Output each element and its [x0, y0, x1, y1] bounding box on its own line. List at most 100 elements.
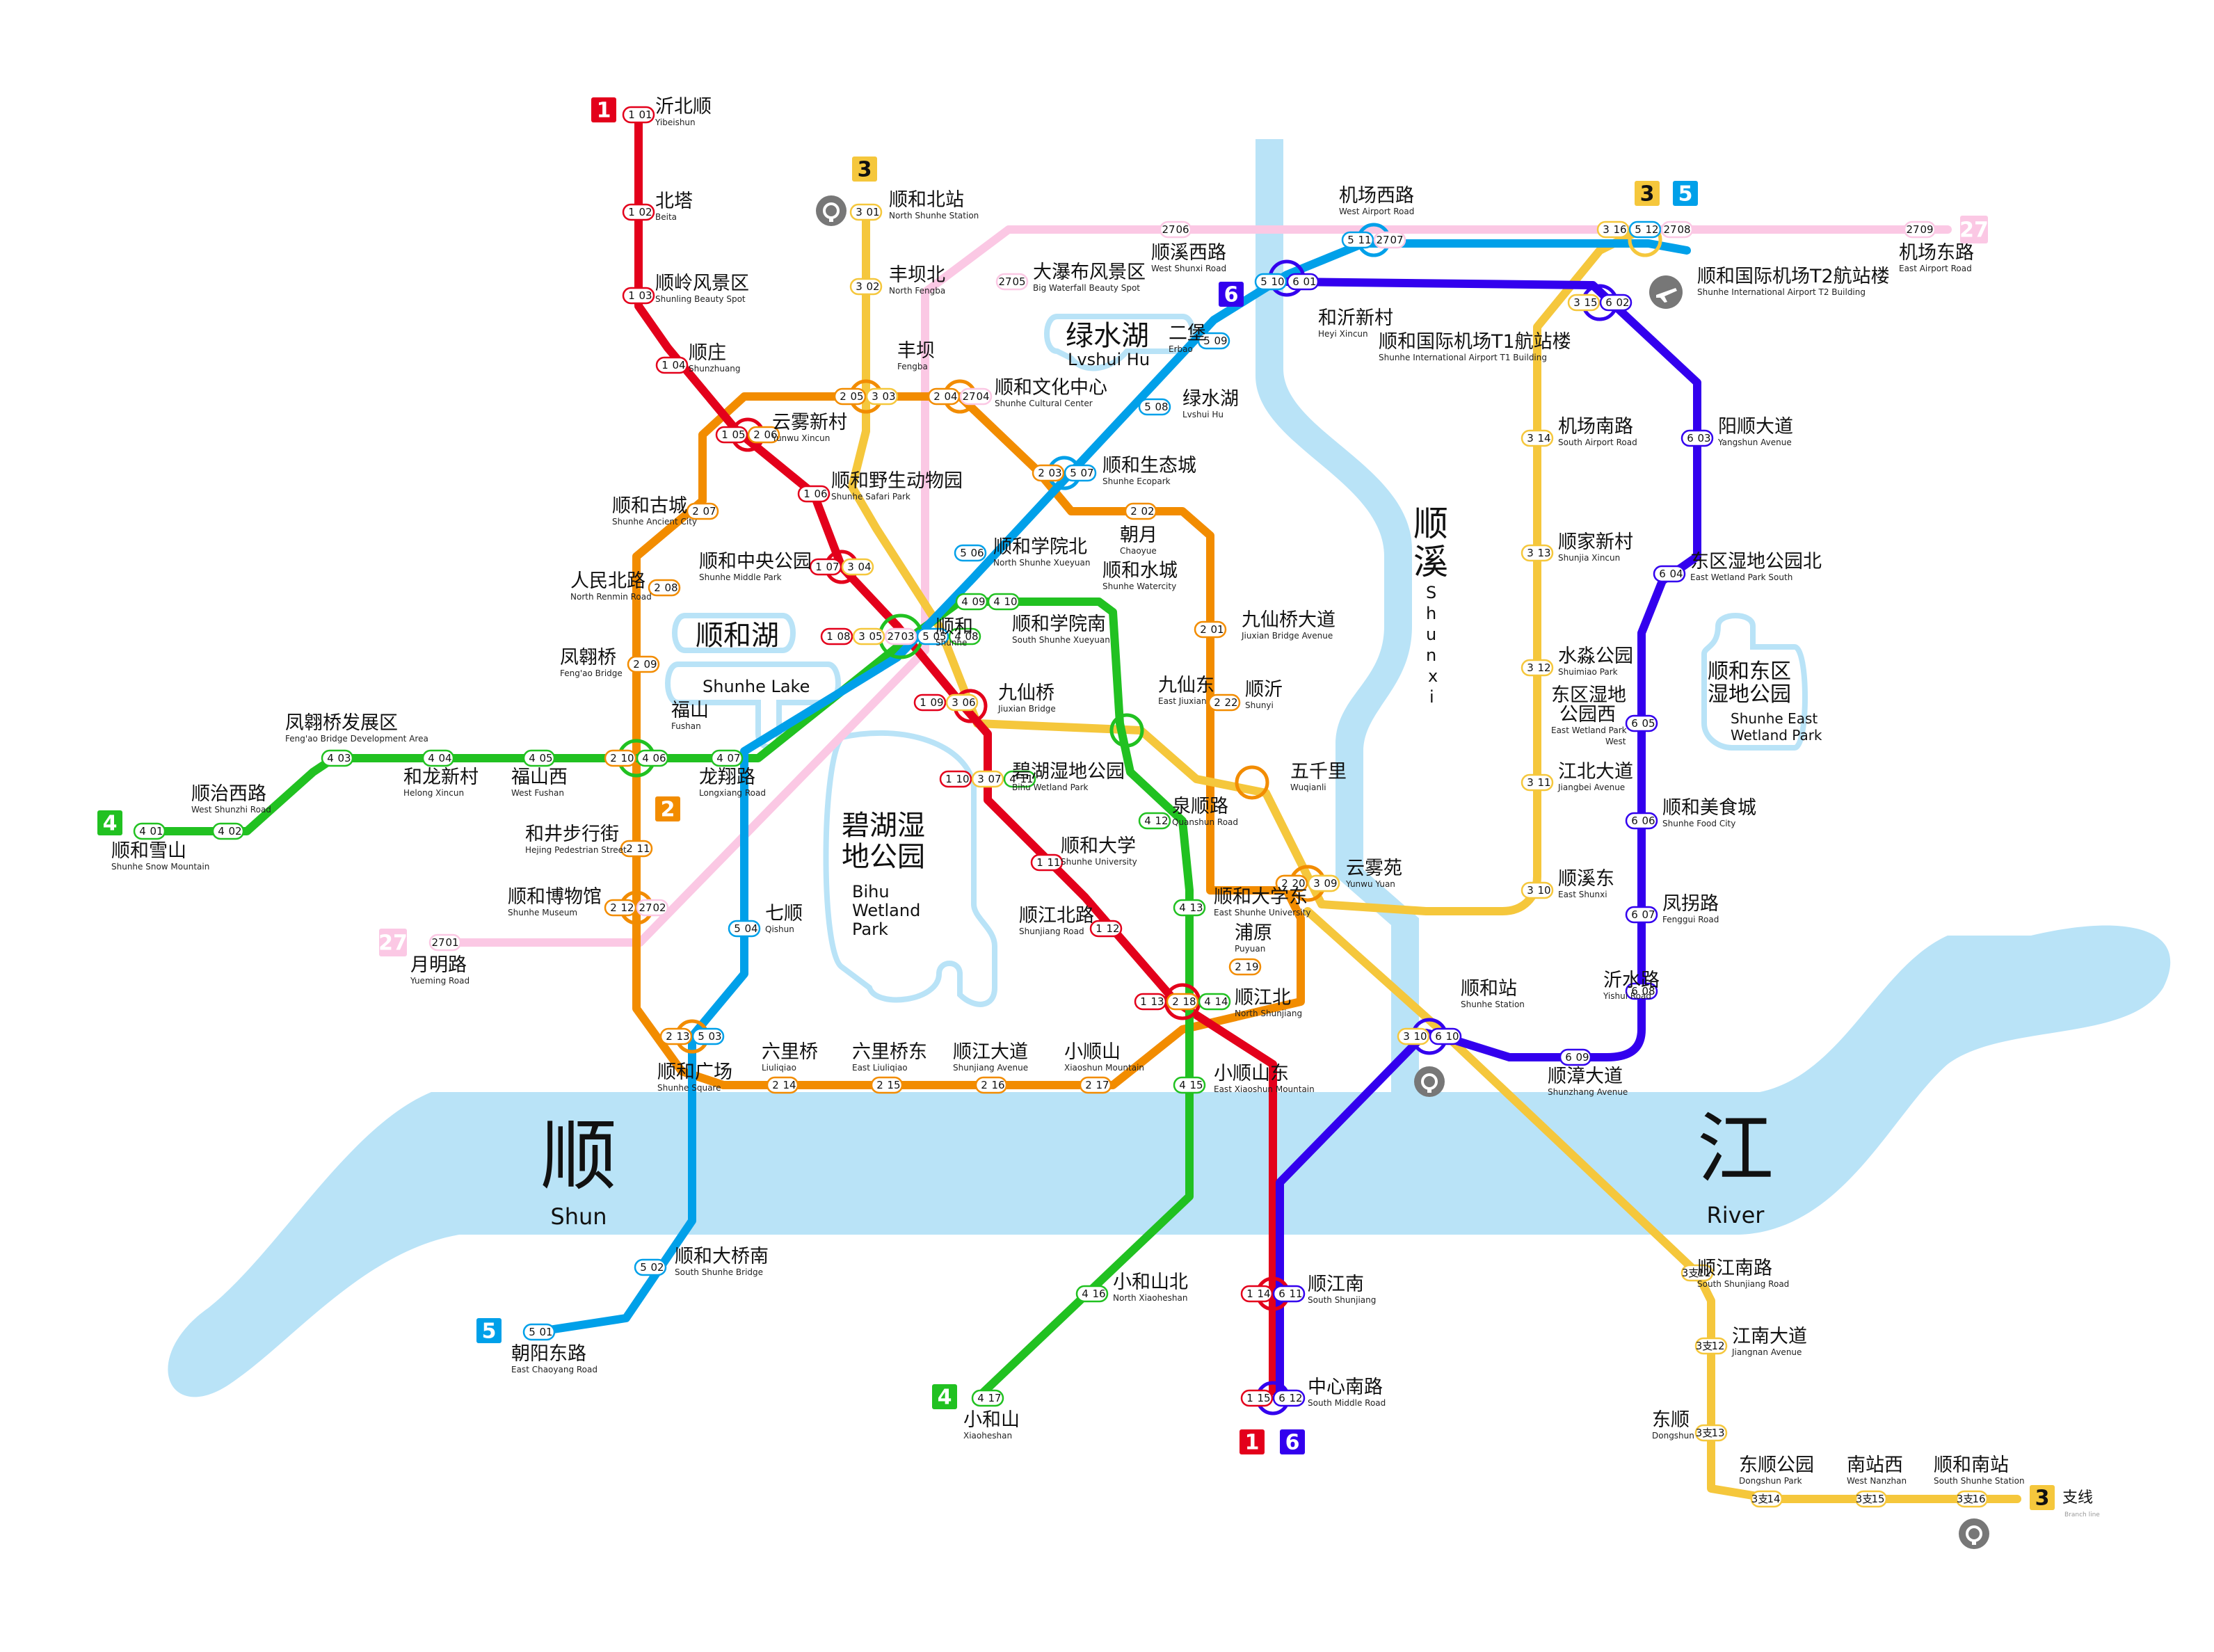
station-name-en: West Airport Road — [1339, 207, 1414, 216]
station-code-pill: 2 03 — [1032, 464, 1065, 482]
station-name-cn: 沂水路 — [1603, 970, 1660, 991]
station-code-pill: 5 06 — [954, 544, 987, 562]
station-number: 10 — [956, 773, 969, 785]
station-number: 12 — [1106, 922, 1119, 935]
station-name-cn: 北塔 — [655, 191, 693, 212]
line-number: 2 — [1085, 1079, 1092, 1091]
station-code-pill: 4 09 — [955, 593, 988, 611]
station-code-pill: 1 12 — [1089, 920, 1123, 938]
station-number: 05 — [933, 630, 946, 643]
station-name-cn: 东顺公园 — [1739, 1454, 1814, 1476]
river-label-cn: 顺 — [540, 1112, 617, 1201]
station-code-pill: 2 11 — [620, 840, 653, 858]
line-number: 27 — [431, 936, 444, 949]
station-name-cn: 顺和雪山 — [111, 840, 186, 862]
station-code-pill: 1 04 — [655, 356, 689, 374]
